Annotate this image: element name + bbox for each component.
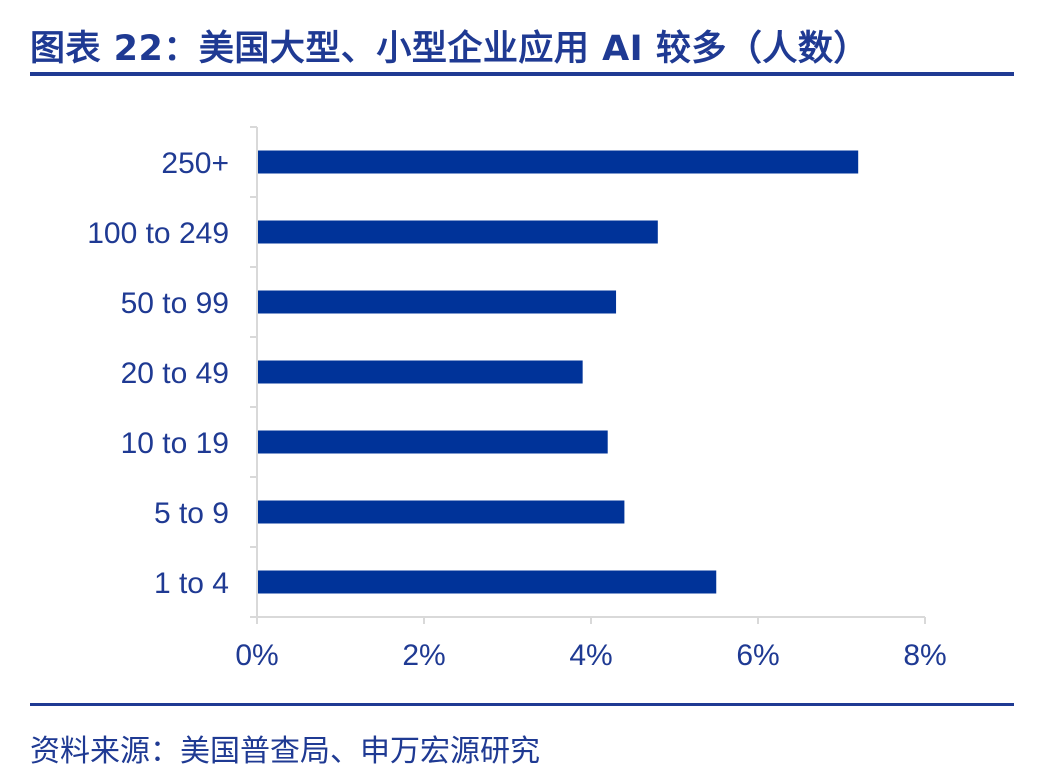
source-note: 资料来源：美国普查局、申万宏源研究	[30, 734, 540, 769]
bar-100-to-249	[258, 220, 658, 244]
category-label: 20 to 49	[121, 357, 229, 390]
chart-title: 图表 22：美国大型、小型企业应用 AI 较多（人数）	[30, 29, 869, 69]
bar-50-to-99	[258, 290, 617, 314]
category-label: 250+	[161, 147, 229, 180]
x-tick-label: 0%	[235, 639, 278, 672]
bar-chart: 0% 2% 4% 6% 8% 250+ 100 to 249 50 to 99 20 to 49…	[87, 126, 947, 672]
category-label: 100 to 249	[87, 217, 229, 250]
bar-10-to-19	[258, 430, 608, 454]
bar-20-to-49	[258, 360, 583, 384]
footer-rule	[30, 703, 1014, 706]
title-underline	[30, 72, 1014, 76]
bar-5-to-9	[258, 500, 625, 524]
bar-1-to-4	[258, 570, 717, 594]
bar-250	[258, 150, 859, 174]
category-label: 10 to 19	[121, 427, 229, 460]
x-tick-label: 6%	[736, 639, 779, 672]
category-label: 5 to 9	[154, 497, 229, 530]
x-tick-label: 2%	[402, 639, 445, 672]
category-label: 50 to 99	[121, 287, 229, 320]
x-tick-label: 4%	[569, 639, 612, 672]
x-tick-label: 8%	[903, 639, 946, 672]
category-label: 1 to 4	[154, 567, 229, 600]
